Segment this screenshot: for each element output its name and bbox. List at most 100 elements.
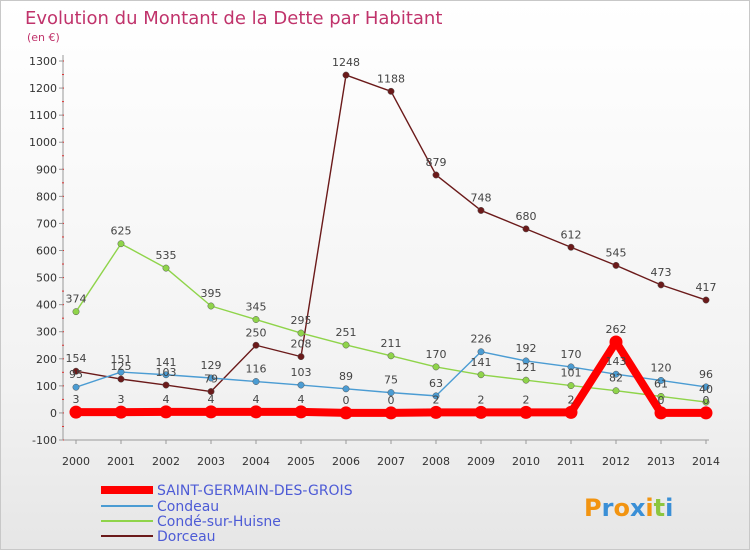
data-label: 395 [201, 287, 222, 300]
data-point [609, 335, 623, 349]
data-label: 121 [516, 361, 537, 374]
data-label: 680 [516, 210, 537, 223]
data-point [117, 240, 125, 248]
data-label: 250 [246, 326, 267, 339]
y-tick-label: -100 [32, 434, 57, 447]
data-label: 262 [606, 323, 627, 336]
data-label: 625 [111, 225, 132, 238]
data-label: 295 [291, 314, 312, 327]
data-point [432, 171, 440, 179]
data-point [384, 406, 398, 420]
data-point [432, 392, 440, 400]
data-label: 120 [651, 361, 672, 374]
data-point [429, 405, 443, 419]
data-point [162, 381, 170, 389]
data-point [72, 367, 80, 375]
y-tick-label: 200 [36, 353, 57, 366]
data-label: 89 [339, 370, 353, 383]
legend-label: SAINT-GERMAIN-DES-GROIS [157, 483, 353, 499]
data-point [342, 71, 350, 79]
y-tick-label: 900 [36, 163, 57, 176]
data-label: 535 [156, 249, 177, 262]
data-label: 95 [69, 368, 83, 381]
data-point [207, 374, 215, 382]
data-label: 0 [658, 394, 665, 407]
data-label: 40 [699, 383, 713, 396]
data-point [612, 370, 620, 378]
data-label: 226 [471, 333, 492, 346]
data-label: 0 [343, 394, 350, 407]
x-tick-label: 2003 [197, 455, 225, 468]
data-label: 170 [561, 348, 582, 361]
data-point [474, 405, 488, 419]
data-point [657, 281, 665, 289]
data-point [162, 371, 170, 379]
data-point [117, 375, 125, 383]
data-point [159, 405, 173, 419]
logo-letter: i [645, 494, 653, 522]
data-label: 151 [111, 353, 132, 366]
y-tick-label: 100 [36, 380, 57, 393]
data-label: 1248 [332, 56, 360, 69]
data-point [477, 206, 485, 214]
data-label: 96 [699, 368, 713, 381]
data-point [477, 371, 485, 379]
data-point [69, 405, 83, 419]
data-label: 417 [696, 281, 717, 294]
logo-letter: x [630, 494, 646, 522]
data-point [477, 348, 485, 356]
y-tick-label: 1200 [29, 82, 57, 95]
data-point [72, 383, 80, 391]
data-point [252, 378, 260, 385]
data-label: 129 [201, 359, 222, 372]
y-tick-label: 800 [36, 190, 57, 203]
y-tick-label: 700 [36, 217, 57, 230]
data-label: 170 [426, 348, 447, 361]
data-point [207, 388, 215, 395]
x-tick-label: 2011 [557, 455, 585, 468]
data-label: 103 [156, 366, 177, 379]
data-point [519, 405, 533, 419]
x-tick-label: 2006 [332, 455, 360, 468]
data-point [207, 302, 215, 310]
data-point [339, 406, 353, 420]
x-tick-label: 2013 [647, 455, 675, 468]
chart-subtitle: (en €) [27, 31, 60, 44]
data-point [657, 376, 665, 384]
data-point [114, 405, 128, 419]
legend: SAINT-GERMAIN-DES-GROISCondeauCondé-sur-… [101, 483, 353, 545]
data-point [117, 368, 125, 376]
x-tick-label: 2010 [512, 455, 540, 468]
logo-letter: i [665, 494, 673, 522]
data-label: 374 [66, 293, 87, 306]
logo-letter: t [654, 494, 665, 522]
data-point [612, 261, 620, 269]
legend-label: Condeau [157, 499, 219, 515]
data-label: 82 [609, 372, 623, 385]
data-label: 116 [246, 363, 267, 376]
x-tick-label: 2005 [287, 455, 315, 468]
x-tick-label: 2001 [107, 455, 135, 468]
data-label: 612 [561, 228, 582, 241]
legend-label: Dorceau [157, 529, 216, 545]
data-point [432, 363, 440, 371]
data-point [702, 398, 710, 406]
data-label: 0 [703, 394, 710, 407]
data-point [297, 329, 305, 337]
data-point [252, 316, 260, 323]
axes: -100010020030040050060070080090010001100… [29, 55, 720, 468]
data-label: 251 [336, 326, 357, 339]
data-point [297, 353, 305, 361]
proxiti-logo: Proxiti [584, 494, 673, 522]
data-label: 545 [606, 246, 627, 259]
data-point [294, 405, 308, 419]
data-point [612, 387, 620, 395]
data-point [342, 341, 350, 349]
data-label: 4 [253, 393, 260, 406]
legend-label: Condé-sur-Huisne [157, 514, 281, 530]
data-label: 4 [208, 393, 215, 406]
data-point [522, 225, 530, 233]
data-label: 141 [471, 356, 492, 369]
